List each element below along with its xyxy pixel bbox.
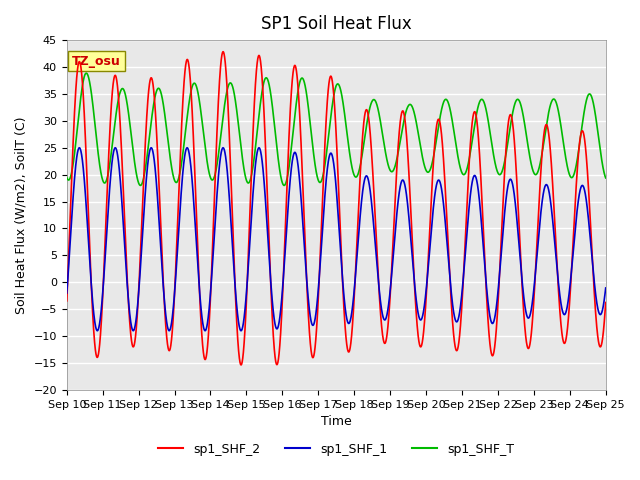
Title: SP1 Soil Heat Flux: SP1 Soil Heat Flux: [261, 15, 412, 33]
X-axis label: Time: Time: [321, 415, 351, 428]
Legend: sp1_SHF_2, sp1_SHF_1, sp1_SHF_T: sp1_SHF_2, sp1_SHF_1, sp1_SHF_T: [153, 438, 519, 461]
Text: TZ_osu: TZ_osu: [72, 55, 121, 68]
Y-axis label: Soil Heat Flux (W/m2), SoilT (C): Soil Heat Flux (W/m2), SoilT (C): [15, 116, 28, 314]
